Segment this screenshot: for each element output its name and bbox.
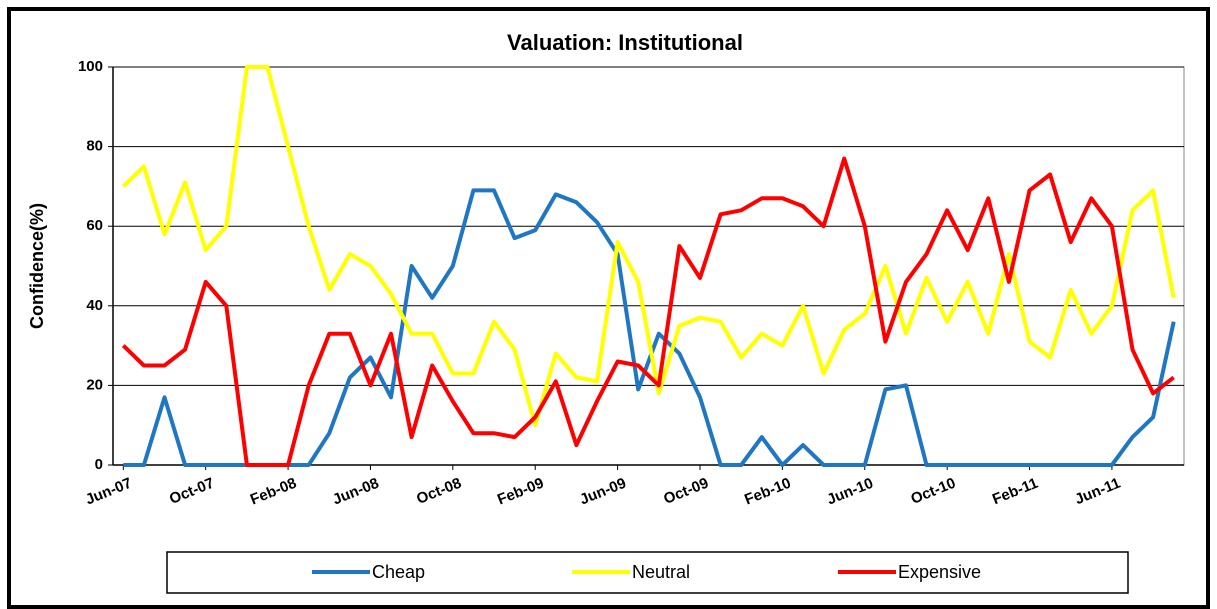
series-line [121,156,1175,467]
chart-title: Valuation: Institutional [507,30,743,55]
y-tick-label: 60 [86,217,103,234]
series-line [123,188,1176,467]
y-tick-label: 40 [86,297,103,314]
legend-label: Neutral [632,562,690,582]
series-line [121,65,1176,428]
y-axis-label: Confidence(%) [27,203,47,329]
legend-label: Expensive [898,562,981,582]
plot-area [112,66,1185,466]
y-tick-label: 0 [95,456,103,473]
y-tick-label: 20 [86,376,103,393]
legend-label: Cheap [372,562,425,582]
y-tick-label: 100 [78,58,103,75]
y-tick-label: 80 [86,138,103,155]
